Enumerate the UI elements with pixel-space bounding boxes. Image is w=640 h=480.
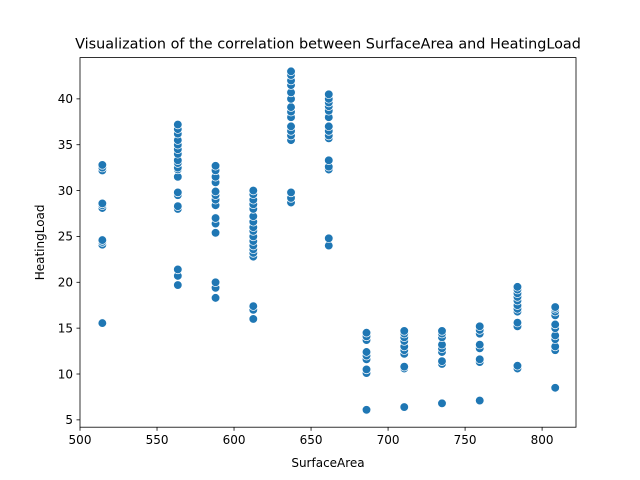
data-point (550, 383, 560, 393)
data-point (248, 301, 258, 311)
data-point (399, 362, 409, 372)
plot-frame (79, 57, 577, 428)
data-point (550, 302, 560, 312)
y-tick-label: 5 (65, 413, 73, 427)
y-tick-label: 35 (58, 138, 73, 152)
data-point (475, 321, 485, 331)
y-tick-label: 20 (58, 276, 73, 290)
data-point (173, 119, 183, 130)
data-point (173, 187, 183, 198)
data-point (399, 326, 409, 336)
data-point (437, 326, 447, 336)
data-point (324, 121, 334, 132)
y-tick-label: 25 (58, 230, 73, 244)
data-point (173, 280, 183, 290)
data-point (210, 293, 221, 303)
data-point (210, 213, 221, 223)
x-tick-label: 600 (223, 433, 246, 447)
data-point (286, 66, 296, 77)
x-tick-label: 550 (146, 433, 169, 447)
data-point (286, 121, 296, 132)
data-point (512, 282, 523, 292)
data-point (210, 186, 221, 197)
y-axis-ticks: 5 10 15 20 25 30 35 40 (58, 92, 80, 427)
y-tick-label: 40 (58, 92, 73, 106)
data-point (361, 364, 372, 375)
data-point (248, 185, 258, 196)
data-point (97, 198, 107, 209)
data-point (324, 89, 334, 99)
chart-title: Visualization of the correlation between… (75, 37, 581, 53)
data-point (173, 201, 183, 211)
data-point (475, 340, 485, 350)
data-point (97, 318, 107, 328)
y-tick-label: 30 (58, 184, 73, 198)
x-axis-ticks: 500 550 600 650 700 750 800 (69, 427, 554, 447)
data-points (97, 66, 560, 415)
x-axis-label: SurfaceArea (291, 456, 364, 470)
y-axis-label: HeatingLoad (33, 204, 47, 280)
data-point (286, 187, 296, 198)
data-point (248, 314, 258, 324)
data-point (97, 235, 107, 245)
y-tick-label: 10 (58, 367, 73, 381)
x-tick-label: 800 (531, 433, 554, 447)
data-point (324, 233, 334, 243)
data-point (97, 160, 107, 170)
data-point (437, 398, 447, 409)
x-tick-label: 750 (454, 433, 477, 447)
data-point (210, 161, 221, 171)
x-tick-label: 500 (69, 433, 92, 447)
data-point (399, 402, 409, 412)
data-point (210, 277, 221, 287)
data-point (512, 317, 523, 328)
x-tick-label: 650 (300, 433, 323, 447)
data-point (475, 395, 485, 406)
data-point (361, 328, 372, 338)
data-point (210, 228, 221, 238)
data-point (361, 347, 372, 357)
data-point (286, 102, 296, 112)
data-point (324, 155, 334, 165)
data-point (475, 354, 485, 364)
data-point (437, 356, 447, 366)
data-point (550, 319, 560, 330)
data-point (512, 361, 523, 371)
data-point (173, 264, 183, 275)
x-tick-label: 700 (377, 433, 400, 447)
y-tick-label: 15 (58, 321, 73, 335)
data-point (361, 405, 372, 415)
